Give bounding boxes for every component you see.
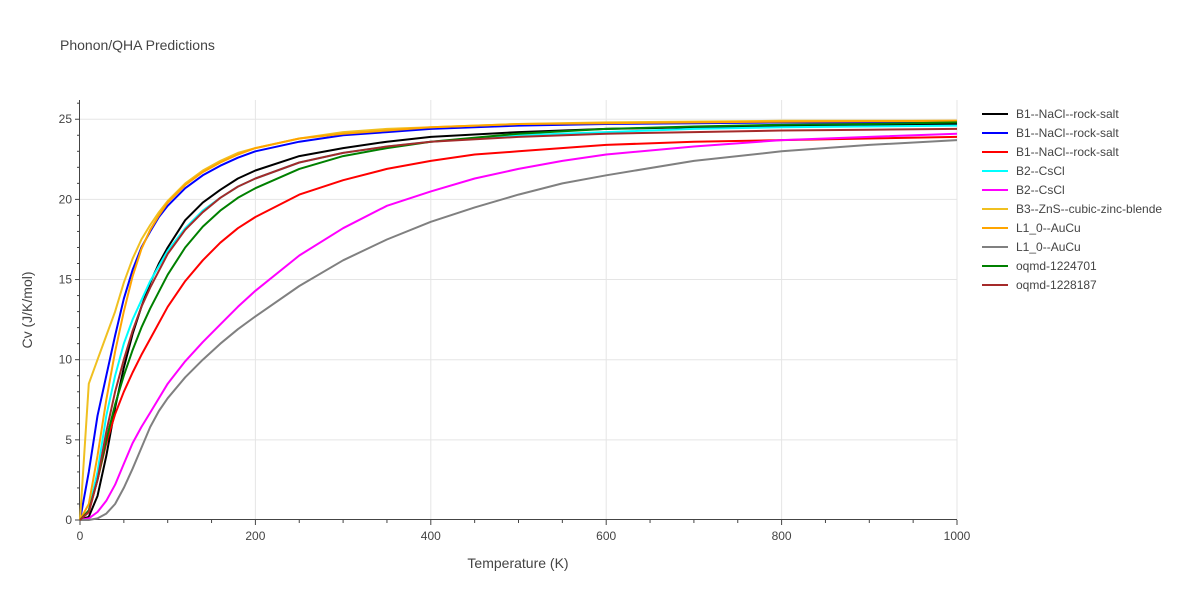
x-tick-label: 0 (77, 529, 84, 543)
x-axis-title: Temperature (K) (467, 555, 568, 571)
legend-label: oqmd-1228187 (1016, 278, 1097, 292)
y-tick-label: 20 (59, 192, 73, 206)
legend[interactable]: B1--NaCl--rock-salt B1--NaCl--rock-salt B1… (982, 107, 1162, 292)
legend-label: B3--ZnS--cubic-zinc-blende (1016, 202, 1162, 216)
legend-label: B1--NaCl--rock-salt (1016, 126, 1119, 140)
series-line-10[interactable] (79, 127, 958, 521)
series-line-1[interactable] (79, 123, 958, 521)
x-tick-label: 200 (245, 529, 265, 543)
legend-label: B1--NaCl--rock-salt (1016, 145, 1119, 159)
x-tick-label: 800 (772, 529, 792, 543)
series-line-5[interactable] (79, 132, 958, 521)
y-tick-labels: 0 5 10 15 20 25 (59, 112, 73, 527)
series-line-8[interactable] (80, 139, 958, 521)
y-tick-label: 15 (59, 273, 73, 287)
y-tick-label: 25 (59, 112, 73, 126)
legend-label: B2--CsCl (1016, 183, 1065, 197)
grid (80, 100, 958, 520)
legend-item-4[interactable]: B2--CsCl (982, 164, 1065, 178)
legend-label: L1_0--AuCu (1016, 221, 1081, 235)
y-tick-label: 5 (65, 433, 72, 447)
legend-item-9[interactable]: oqmd-1224701 (982, 259, 1097, 273)
legend-item-5[interactable]: B2--CsCl (982, 183, 1065, 197)
x-tick-label: 1000 (944, 529, 971, 543)
series-line-6[interactable] (79, 119, 957, 521)
series-line-4[interactable] (79, 124, 958, 521)
x-tick-label: 400 (421, 529, 441, 543)
series-line-3[interactable] (79, 135, 958, 521)
y-tick-label: 0 (65, 513, 72, 527)
x-tick-labels: 0 200 400 600 800 1000 (77, 529, 971, 543)
legend-label: B1--NaCl--rock-salt (1016, 107, 1119, 121)
legend-item-3[interactable]: B1--NaCl--rock-salt (982, 145, 1119, 159)
legend-label: L1_0--AuCu (1016, 240, 1081, 254)
legend-item-10[interactable]: oqmd-1228187 (982, 278, 1097, 292)
y-tick-label: 10 (59, 353, 73, 367)
legend-item-7[interactable]: L1_0--AuCu (982, 221, 1081, 235)
legend-item-1[interactable]: B1--NaCl--rock-salt (982, 107, 1119, 121)
legend-label: B2--CsCl (1016, 164, 1065, 178)
legend-item-8[interactable]: L1_0--AuCu (982, 240, 1081, 254)
legend-label: oqmd-1224701 (1016, 259, 1097, 273)
series-line-2[interactable] (79, 121, 957, 521)
series-line-7[interactable] (79, 119, 958, 521)
series-line-9[interactable] (79, 121, 958, 521)
series (79, 119, 958, 521)
axes (75, 100, 958, 525)
y-axis-title: Cv (J/K/mol) (19, 272, 35, 349)
legend-item-6[interactable]: B3--ZnS--cubic-zinc-blende (982, 202, 1162, 216)
chart-title: Phonon/QHA Predictions (60, 37, 215, 53)
x-tick-label: 600 (596, 529, 616, 543)
legend-item-2[interactable]: B1--NaCl--rock-salt (982, 126, 1119, 140)
